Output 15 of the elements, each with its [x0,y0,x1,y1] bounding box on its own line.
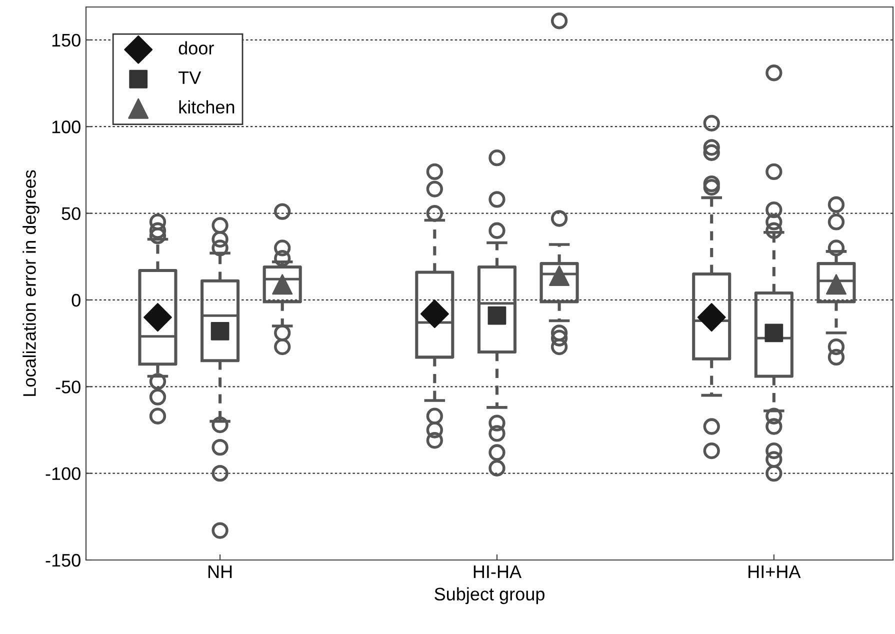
y-tick-label: -100 [46,467,80,480]
y-axis-title: Localization error in degrees [22,170,40,396]
x-tick-label: HI-HA [474,566,522,578]
y-tick-label: 0 [72,294,80,307]
y-tick-label: 150 [52,34,80,47]
legend-label: door [178,41,214,55]
x-tick-label: NH [208,566,232,578]
legend-label: kitchen [179,100,234,114]
x-axis-title: Subject group [434,587,544,604]
y-tick-label: -50 [56,380,80,394]
y-tick-label: 50 [62,207,80,220]
y-tick-label: -150 [46,554,80,567]
legend-label: TV [178,71,202,84]
y-tick-label: 100 [52,120,80,134]
x-tick-label: HI+HA [748,566,801,578]
